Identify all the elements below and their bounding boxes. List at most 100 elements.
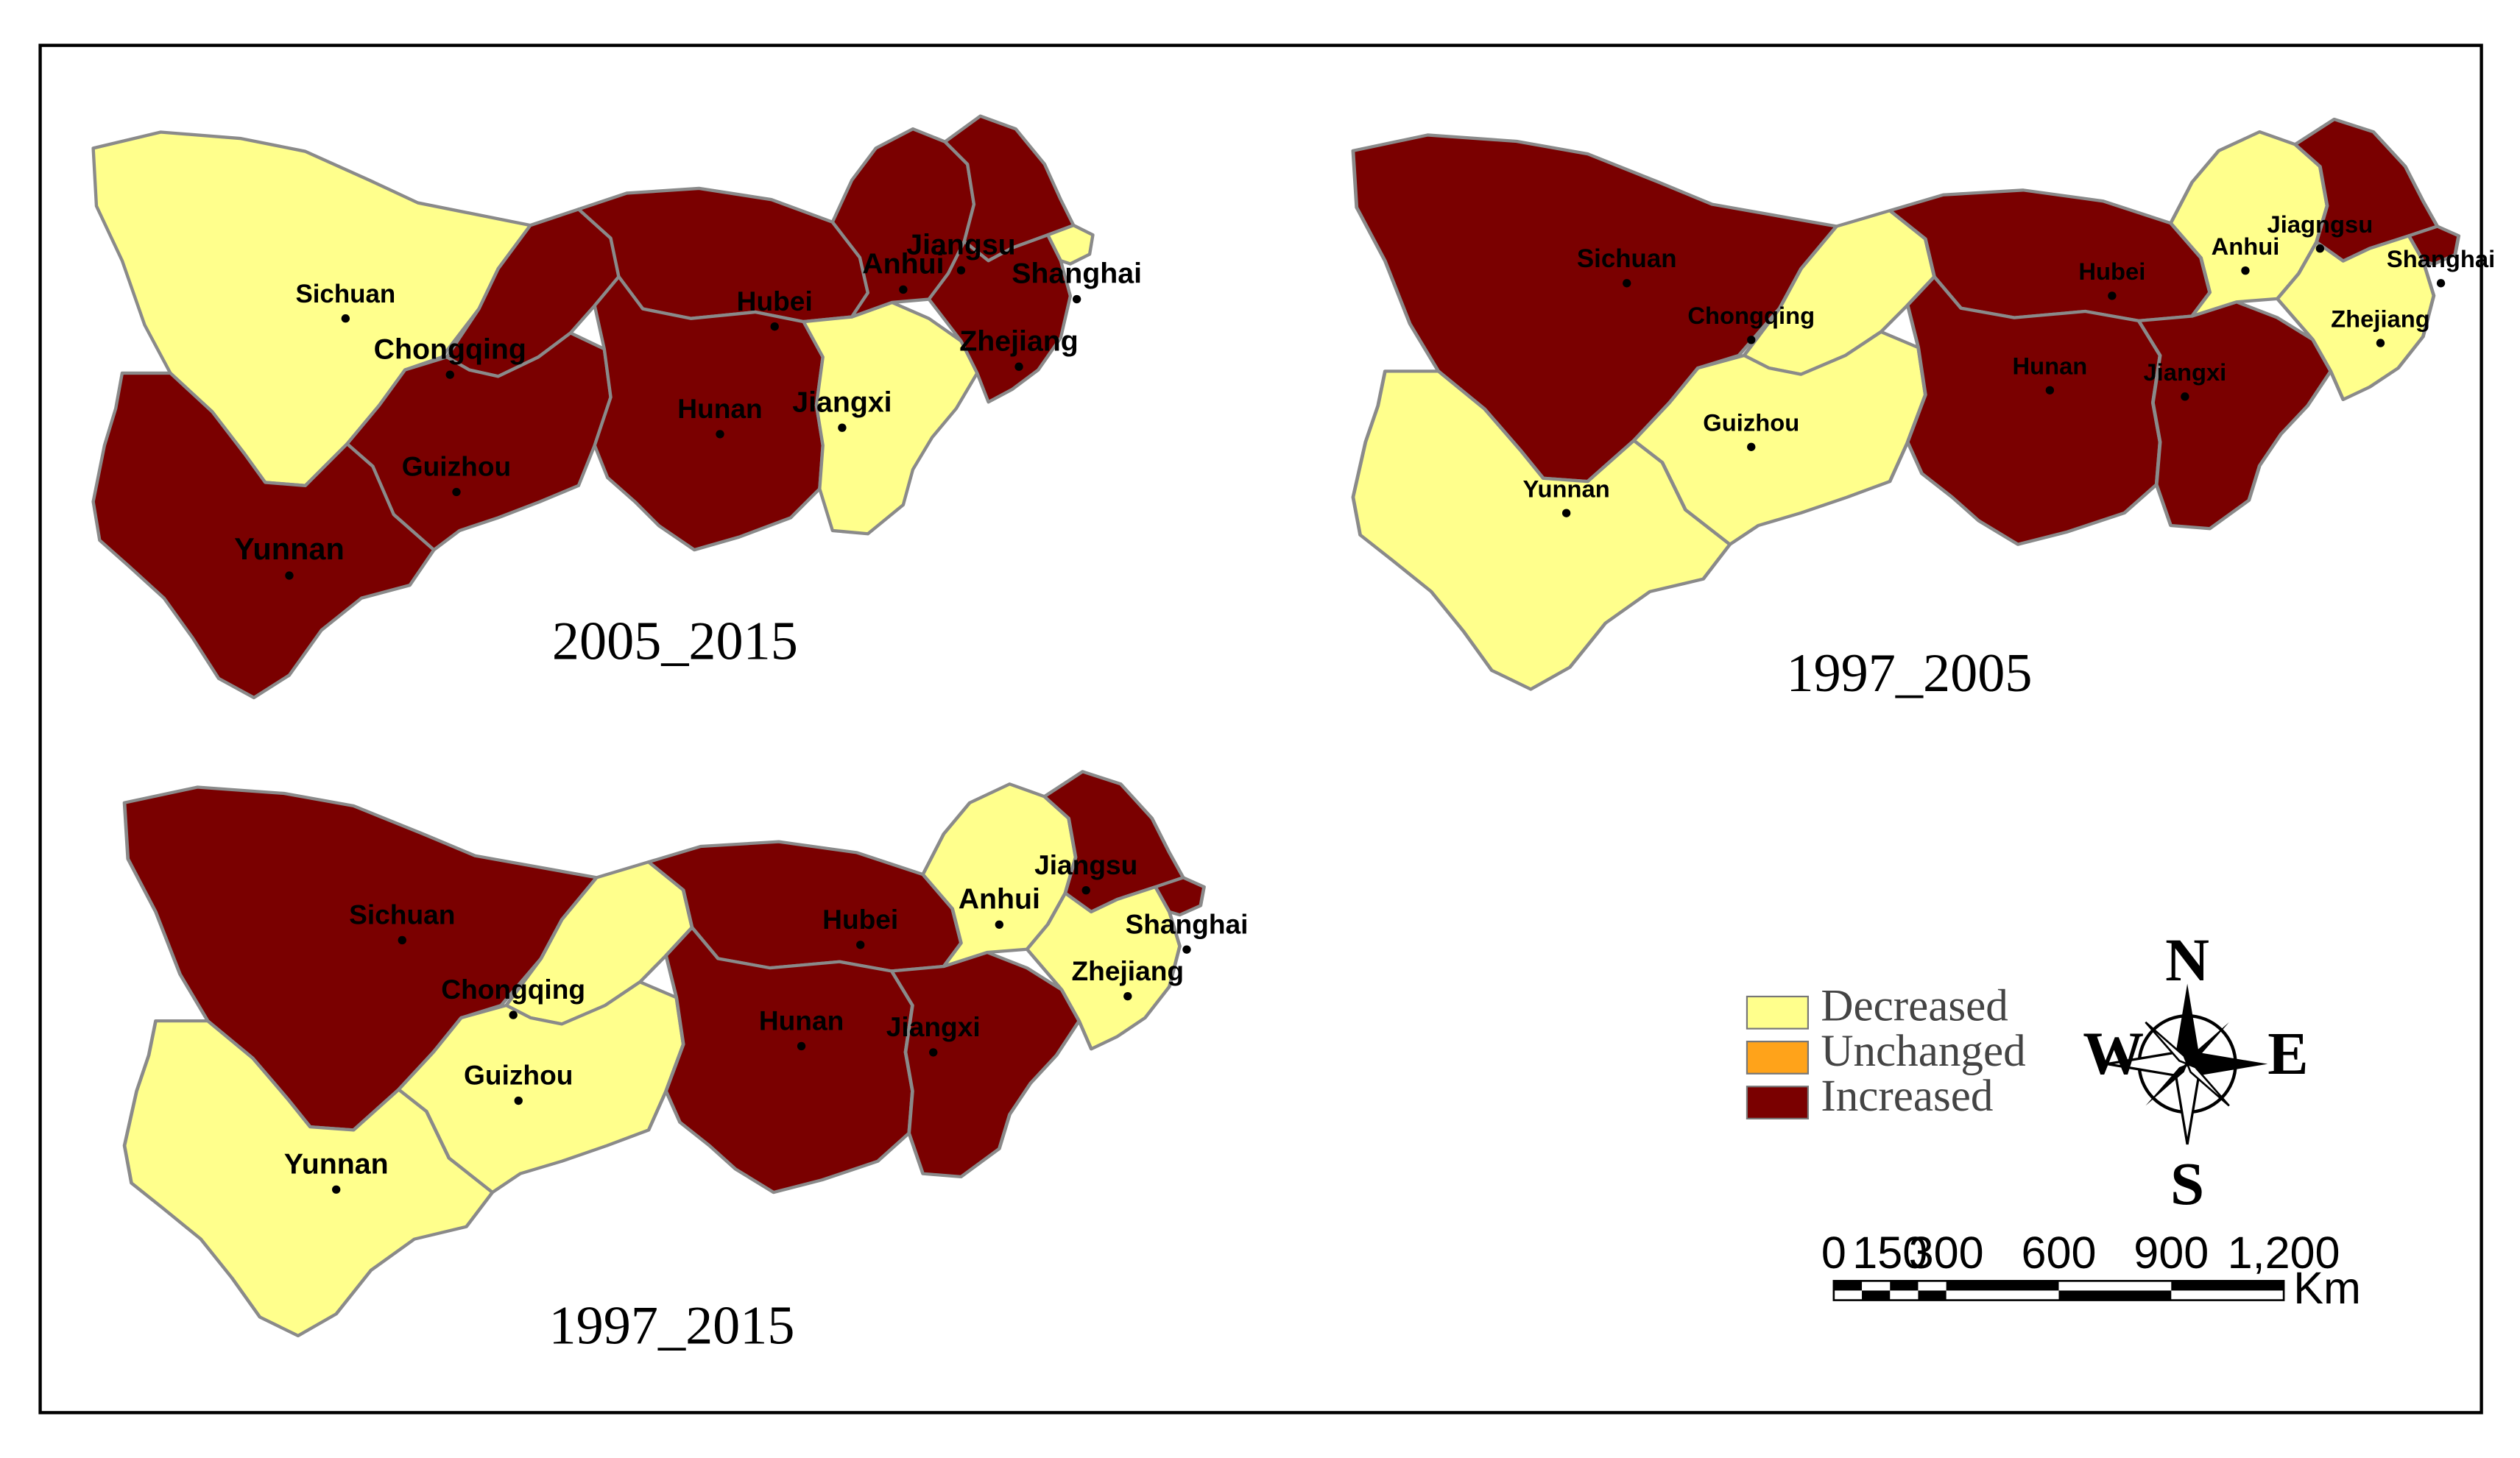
province-label-yunnan: Yunnan [1523,475,1610,502]
province-label-jiangsu: Jiagngsu [2267,210,2373,238]
province-label-zhejiang: Zhejiang [1072,955,1185,986]
compass-rose-icon: N S E W [2083,926,2308,1217]
scale-bar-segment [2058,1290,2172,1300]
legend-swatch-increased [1746,1086,1810,1119]
scale-bar-segment [2171,1281,2284,1291]
city-point-guizhou [514,1096,523,1105]
province-label-hunan: Hunan [2012,352,2087,379]
province-label-jiangsu: Jiangsu [906,228,1015,261]
province-layer [1353,119,2459,689]
scale-tick-label: 0 [1821,1228,1846,1278]
province-hunan [1907,277,2160,545]
province-jiangxi [892,952,1079,1177]
city-point-yunnan [285,571,294,580]
compass-w-label: W [2083,1019,2144,1087]
compass-s-label: S [2170,1150,2204,1217]
province-label-chongqing: Chongqing [1687,302,1815,329]
province-label-guizhou: Guizhou [402,451,511,482]
scale-tick-label: 900 [2133,1228,2209,1278]
legend-label-increased: Increased [1821,1072,1993,1121]
city-point-jiangxi [838,423,847,432]
province-hunan [666,927,913,1192]
city-point-zhejiang [1123,991,1132,1001]
city-point-shanghai [2436,279,2446,288]
city-point-hunan [716,430,724,439]
city-point-hubei [2108,291,2117,300]
province-label-jiangxi: Jiangxi [2143,358,2226,386]
city-point-chongqing [509,1011,518,1019]
province-label-zhejiang: Zhejiang [959,325,1079,357]
province-label-hubei: Hubei [822,904,898,935]
city-point-hubei [770,322,779,331]
panel-title: 1997_2005 [1786,643,2032,704]
city-point-anhui [899,285,908,294]
city-point-hunan [797,1041,806,1051]
compass-ne-arrow [2187,1022,2229,1064]
province-label-chongqing: Chongqing [441,974,585,1005]
province-label-shanghai: Shanghai [2387,245,2495,272]
city-point-jiangsu [956,266,966,275]
province-label-sichuan: Sichuan [1577,244,1677,273]
province-label-hunan: Hunan [759,1005,844,1036]
city-point-zhejiang [1014,362,1023,371]
province-label-anhui: Anhui [862,248,944,280]
city-point-sichuan [398,935,406,945]
legend-swatch-decreased [1746,995,1810,1030]
scale-tick-label: 1,200 [2228,1228,2340,1278]
city-point-chongqing [1747,336,1756,344]
city-point-anhui [2241,266,2250,275]
city-point-yunnan [332,1185,341,1194]
compass-east-arrow [2187,1052,2268,1075]
province-label-anhui: Anhui [959,882,1040,915]
compass-e-label: E [2267,1019,2308,1087]
province-label-anhui: Anhui [2212,233,2280,260]
province-label-sichuan: Sichuan [295,280,395,308]
province-label-shanghai: Shanghai [1012,258,1142,290]
province-label-guizhou: Guizhou [464,1060,573,1091]
province-label-jiangsu: Jiangsu [1034,849,1137,880]
province-label-chongqing: Chongqing [374,333,526,365]
compass-sw-arrow [2145,1064,2188,1106]
scale-tick-label: 300 [1909,1228,1984,1278]
province-label-guizhou: Guizhou [1703,408,1799,436]
figure-frame [38,43,2483,1415]
city-point-sichuan [341,314,350,323]
city-point-yunnan [1561,509,1571,517]
province-label-hubei: Hubei [2078,258,2145,285]
city-point-zhejiang [2376,339,2385,347]
city-point-jiangsu [1081,886,1090,895]
province-label-hunan: Hunan [677,393,762,424]
city-point-guizhou [452,487,461,497]
city-point-guizhou [1747,442,1756,451]
compass-nw-arrow [2145,1021,2189,1066]
city-point-jiangxi [929,1048,938,1057]
map-panels: Sichuan Chongqing Yunnan Guizhou Hubei Hunan J… [93,116,2495,1356]
city-point-jiangsu [2315,244,2325,253]
province-label-hubei: Hubei [737,286,813,316]
city-point-sichuan [1623,279,1631,288]
city-point-hunan [2045,386,2055,394]
panel-title: 1997_2015 [549,1296,795,1356]
city-point-anhui [995,920,1004,929]
province-label-yunnan: Yunnan [284,1147,389,1180]
province-label-zhejiang: Zhejiang [2331,305,2430,332]
province-label-jiangxi: Jiangxi [886,1011,981,1042]
province-layer [93,116,1093,698]
city-point-chongqing [445,370,454,379]
province-label-yunnan: Yunnan [234,531,345,566]
city-point-hubei [856,941,865,949]
scale-bar-segment [1946,1281,2059,1291]
city-point-shanghai [1182,945,1191,954]
map-panel-1997_2015: Sichuan Chongqing Yunnan Guizhou Hubei Hunan J… [124,771,1248,1356]
map-panel-2005_2015: Sichuan Chongqing Yunnan Guizhou Hubei Hunan J… [93,116,1142,698]
province-label-shanghai: Shanghai [1125,908,1248,939]
legend-label-decreased: Decreased [1821,982,2008,1031]
compass-north-arrow [2175,983,2199,1064]
scale-bar-segment [1918,1290,1947,1300]
city-point-jiangxi [2181,392,2189,401]
province-label-jiangxi: Jiangxi [792,386,892,418]
map-panel-1997_2005: Sichuan Chongqing Yunnan Guizhou Hubei Hunan J… [1353,119,2495,704]
